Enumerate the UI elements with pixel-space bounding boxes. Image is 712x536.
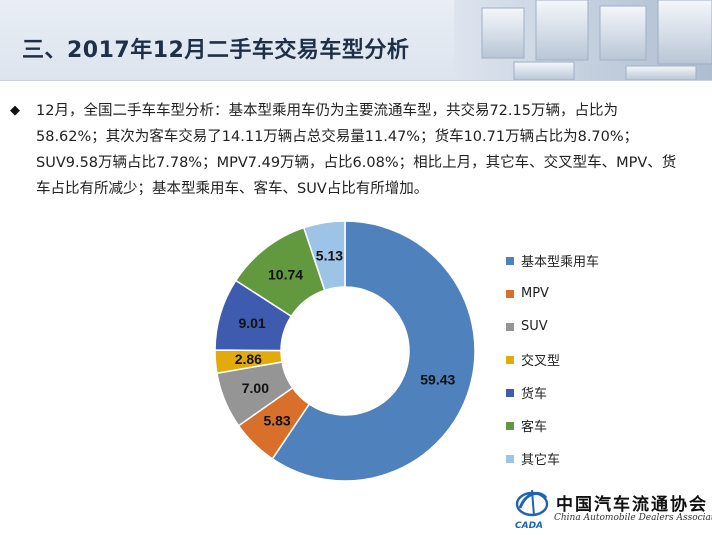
slice-value-label-5: 10.74 (268, 266, 303, 282)
donut-slice-6 (302, 220, 346, 292)
legend-swatch (506, 322, 514, 331)
legend-item-0: 基本型乘用车 (506, 244, 599, 277)
slice-value-label-1: 5.83 (263, 412, 290, 428)
legend-label: 其它车 (521, 453, 561, 468)
legend-swatch (506, 421, 514, 430)
slice-value-label-0: 59.43 (420, 371, 455, 387)
legend-label: MPV (521, 286, 549, 301)
logo-subtitle: China Automobile Dealers Association (554, 513, 712, 523)
summary-paragraph: ◆ 12月，全国二手车车型分析：基本型乘用车仍为主要流通车型，共交易72.15万… (10, 98, 686, 202)
slice-value-label-2: 7.00 (242, 380, 269, 396)
legend-item-5: 客车 (506, 409, 599, 442)
diamond-bullet-icon: ◆ (10, 103, 20, 118)
legend-item-6: 其它车 (506, 442, 599, 475)
slice-value-label-6: 5.13 (316, 247, 343, 263)
cada-emblem-icon: CADA (515, 489, 549, 531)
legend-item-1: MPV (506, 277, 599, 310)
donut-slice-0 (271, 220, 476, 482)
header-cubes-image (454, 0, 712, 80)
legend-item-2: SUV (506, 310, 599, 343)
legend-label: SUV (521, 319, 548, 334)
slice-value-label-3: 2.86 (235, 351, 262, 367)
legend-swatch (506, 256, 514, 265)
legend-label: 货车 (521, 387, 548, 402)
chart-legend: 基本型乘用车 MPV SUV 交叉型货车客车其它车 (506, 244, 599, 475)
donut-chart: 59.43 5.83 7.00 2.86 9.01 10.74 5.13 (214, 220, 476, 482)
legend-item-3: 交叉型 (506, 343, 599, 376)
slide-header: 三、2017年12月二手车交易车型分析 (0, 0, 712, 81)
cada-logo: CADA 中国汽车流通协会 China Automobile Dealers A… (512, 486, 712, 532)
legend-label: 客车 (521, 420, 548, 435)
legend-label: 基本型乘用车 (521, 255, 600, 270)
legend-swatch (506, 289, 514, 298)
logo-name: 中国汽车流通协会 (556, 495, 708, 515)
legend-label: 交叉型 (521, 354, 561, 369)
slice-value-label-4: 9.01 (238, 315, 265, 331)
legend-swatch (506, 388, 514, 397)
legend-item-4: 货车 (506, 376, 599, 409)
legend-swatch (506, 355, 514, 364)
page-title: 三、2017年12月二手车交易车型分析 (22, 38, 410, 63)
logo-abbr: CADA (515, 521, 543, 531)
legend-swatch (506, 454, 514, 463)
summary-text: 12月，全国二手车车型分析：基本型乘用车仍为主要流通车型，共交易72.15万辆，… (36, 103, 677, 197)
